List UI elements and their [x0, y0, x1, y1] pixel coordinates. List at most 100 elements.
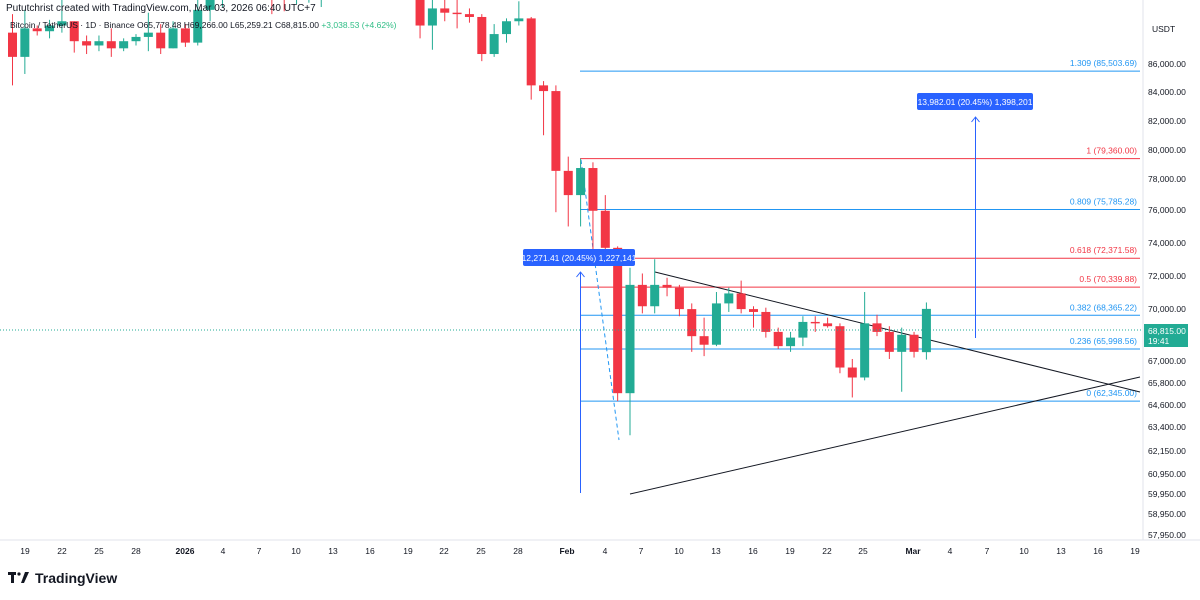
tradingview-logo[interactable]: TradingView — [8, 570, 117, 586]
time-axis-tick: 10 — [291, 546, 301, 556]
time-axis-tick: 4 — [948, 546, 953, 556]
candle-body — [662, 284, 672, 288]
price-axis-tick: 72,000.00 — [1148, 271, 1186, 281]
time-axis-tick: 19 — [1130, 546, 1140, 556]
fib-level-label: 0.5 (70,339.88) — [1079, 274, 1137, 284]
last-price-badge — [1144, 324, 1188, 347]
candle-body — [576, 168, 586, 196]
candle-body — [32, 28, 42, 32]
high-value: H69,266.00 — [183, 20, 228, 30]
candle-body — [613, 247, 623, 394]
candle-body — [502, 21, 511, 35]
time-axis-tick: 22 — [57, 546, 67, 556]
fib-swing-connector — [580, 159, 620, 441]
price-axis-tick: 74,000.00 — [1148, 238, 1186, 248]
candlestick-layer[interactable] — [0, 0, 1143, 436]
candle-body — [699, 336, 709, 345]
measure-arrow-2-head — [971, 116, 980, 123]
fib-retracement-layer[interactable]: 1.309 (85,503.69) 1 (79,360.00) 0.809 (75,… — [580, 58, 1140, 402]
time-axis-tick: 25 — [476, 546, 486, 556]
close-value: C68,815.00 — [275, 20, 319, 30]
candle-body — [57, 21, 67, 26]
symbol-legend[interactable]: Bitcoin / TetherUS · 1D · Binance O65,77… — [10, 20, 396, 30]
price-axis-tick: 78,000.00 — [1148, 174, 1186, 184]
candle-body — [897, 334, 907, 352]
fib-level-label: 1 (79,360.00) — [1086, 146, 1137, 156]
candle-body — [69, 21, 79, 42]
trendline-layer[interactable] — [580, 159, 1141, 495]
candle-body — [921, 308, 931, 353]
time-axis-tick: 16 — [1093, 546, 1103, 556]
time-axis-tick: 22 — [822, 546, 832, 556]
time-axis-tick: 10 — [1019, 546, 1029, 556]
candle-body — [798, 321, 808, 338]
measure-label-1-box — [523, 249, 635, 266]
time-axis-tick: Feb — [559, 546, 574, 556]
ascending-trendline — [629, 376, 1141, 495]
candle-body — [143, 32, 153, 37]
fib-level-label: 0.382 (68,365.22) — [1070, 302, 1137, 312]
candle-body — [625, 284, 635, 394]
price-axis-tick: 64,600.00 — [1148, 400, 1186, 410]
price-axis-tick: 63,400.00 — [1148, 422, 1186, 432]
candle-body — [749, 309, 758, 312]
price-axis-tick: 84,000.00 — [1148, 87, 1186, 97]
fib-level-label: 1.309 (85,503.69) — [1070, 58, 1137, 68]
tradingview-logo-icon — [8, 572, 29, 583]
candle-body — [711, 303, 721, 345]
time-axis-tick: 19 — [785, 546, 795, 556]
price-axis[interactable]: 86,000.00 84,000.00 82,000.00 80,000.00 78,0… — [1148, 59, 1186, 540]
price-axis-tick: 57,950.00 — [1148, 530, 1186, 540]
price-axis-tick: 80,000.00 — [1148, 145, 1186, 155]
candle-body — [736, 293, 746, 310]
time-axis-tick: Mar — [905, 546, 921, 556]
candle-body — [82, 41, 92, 46]
candle-body — [180, 28, 190, 43]
candle-body — [427, 8, 437, 26]
open-value: O65,778.48 — [136, 20, 182, 30]
price-axis-tick: 58,950.00 — [1148, 509, 1186, 519]
fib-level-label: 0.809 (75,785.28) — [1070, 197, 1137, 207]
measure-layer[interactable]: 12,271.41 (20.45%) 1,227,141 13,982.01 (2… — [522, 93, 1033, 493]
candle-body — [45, 25, 55, 32]
time-axis-tick: 4 — [221, 546, 226, 556]
time-axis-tick: 28 — [513, 546, 523, 556]
candle-body — [551, 91, 561, 171]
time-axis-tick: 7 — [257, 546, 262, 556]
time-axis-tick: 13 — [711, 546, 721, 556]
descending-trendline — [654, 271, 1141, 393]
price-axis-tick: 70,000.00 — [1148, 304, 1186, 314]
symbol-name: Bitcoin / TetherUS · 1D · Binance — [10, 20, 135, 30]
candle-body — [193, 9, 203, 43]
time-axis[interactable]: 19 22 25 28 2026 4 7 10 13 16 19 22 25 28 Feb 4 7 10 13 16 1… — [20, 546, 1140, 556]
price-axis-tick: 82,000.00 — [1148, 116, 1186, 126]
candle-body — [489, 34, 499, 55]
candle-body — [724, 293, 734, 304]
candle-body — [477, 16, 487, 55]
candle-body — [588, 168, 598, 211]
price-axis-tick: 60,950.00 — [1148, 469, 1186, 479]
measure-arrow-1-head — [576, 271, 585, 278]
candle-body — [600, 210, 610, 248]
candle-body — [687, 309, 697, 337]
candle-body — [884, 331, 894, 352]
candle-body — [440, 8, 450, 13]
price-axis-tick: 67,000.00 — [1148, 356, 1186, 366]
measure-label-2-box — [917, 93, 1033, 110]
last-price-countdown: 19:41 — [1148, 336, 1170, 346]
candle-body — [8, 32, 17, 57]
fib-level-label: 0.236 (65,998.56) — [1070, 336, 1137, 346]
time-axis-tick: 2026 — [176, 546, 195, 556]
candle-body — [835, 326, 845, 368]
candle-body — [810, 321, 820, 324]
candle-body — [786, 337, 796, 347]
candle-body — [119, 41, 129, 49]
price-axis-tick: 59,950.00 — [1148, 489, 1186, 499]
measure-label-2-text: 13,982.01 (20.45%) 1,398,201 — [918, 97, 1033, 107]
time-axis-tick: 4 — [603, 546, 608, 556]
fib-level-label: 0 (62,345.00) — [1086, 388, 1137, 398]
candle-body — [674, 287, 684, 310]
time-axis-tick: 19 — [403, 546, 413, 556]
candle-body — [20, 28, 30, 57]
